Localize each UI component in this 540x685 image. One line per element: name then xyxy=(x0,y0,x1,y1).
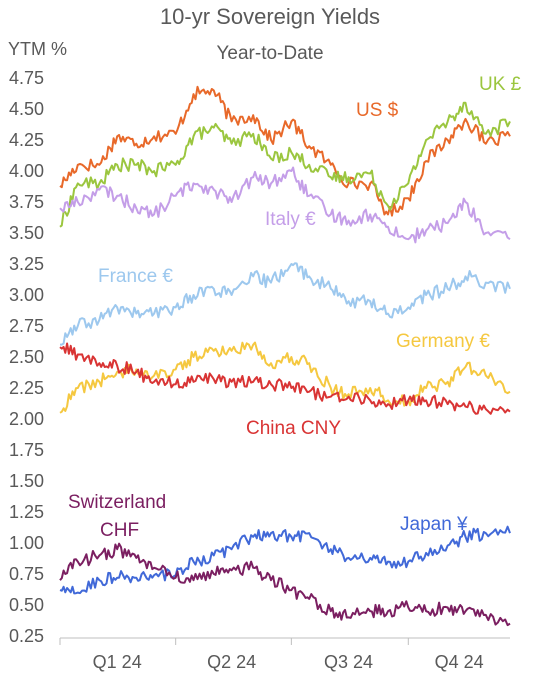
label-uk: UK £ xyxy=(479,74,522,95)
y-tick-label: 1.50 xyxy=(9,471,44,491)
y-tick-label: 4.25 xyxy=(9,130,44,150)
y-tick-label: 3.00 xyxy=(9,285,44,305)
label-japan: Japan ¥ xyxy=(400,514,468,535)
label-germany: Germany € xyxy=(396,331,490,352)
x-tick-label: Q3 24 xyxy=(324,652,373,672)
label-china: China CNY xyxy=(246,418,341,439)
series-line-italy xyxy=(59,166,511,244)
series-line-china-cny xyxy=(59,342,511,415)
y-tick-label: 1.00 xyxy=(9,533,44,553)
x-tick-label: Q4 24 xyxy=(435,652,484,672)
y-axis-label: YTM % xyxy=(8,39,68,59)
y-tick-label: 3.75 xyxy=(9,192,44,212)
x-axis: Q1 24 Q2 24 Q3 24 Q4 24 xyxy=(59,637,510,672)
y-tick-label: 4.50 xyxy=(9,99,44,119)
label-switzerland-line2: CHF xyxy=(100,520,139,541)
x-tick-label: Q2 24 xyxy=(207,652,256,672)
label-italy: Italy € xyxy=(265,209,316,230)
series-line-us xyxy=(59,85,511,217)
series-line-switzerland-chf xyxy=(59,542,511,627)
y-tick-label: 2.25 xyxy=(9,378,44,398)
series-line-france xyxy=(60,262,511,346)
label-us: US $ xyxy=(356,100,399,121)
label-switzerland-line1: Switzerland xyxy=(68,492,166,513)
y-tick-label: 1.75 xyxy=(9,440,44,460)
label-france: France € xyxy=(98,266,173,287)
series-lines xyxy=(59,85,511,627)
y-tick-label: 0.25 xyxy=(9,626,44,646)
y-tick-label: 4.00 xyxy=(9,161,44,181)
y-tick-label: 0.75 xyxy=(9,564,44,584)
y-tick-label: 4.75 xyxy=(9,68,44,88)
y-axis-ticks: 4.75 4.50 4.25 4.00 3.75 3.50 3.25 3.00 2.75 2.50… xyxy=(9,68,44,646)
x-tick-label: Q1 24 xyxy=(93,652,142,672)
y-tick-label: 2.00 xyxy=(9,409,44,429)
y-tick-label: 3.25 xyxy=(9,254,44,274)
series-line-japan xyxy=(59,525,511,595)
series-line-uk xyxy=(59,101,511,228)
y-tick-label: 0.50 xyxy=(9,595,44,615)
y-tick-label: 2.50 xyxy=(9,347,44,367)
chart-subtitle: Year-to-Date xyxy=(216,43,324,64)
y-tick-label: 1.25 xyxy=(9,502,44,522)
y-tick-label: 2.75 xyxy=(9,316,44,336)
chart-title: 10-yr Sovereign Yields xyxy=(159,4,381,29)
y-tick-label: 3.50 xyxy=(9,223,44,243)
